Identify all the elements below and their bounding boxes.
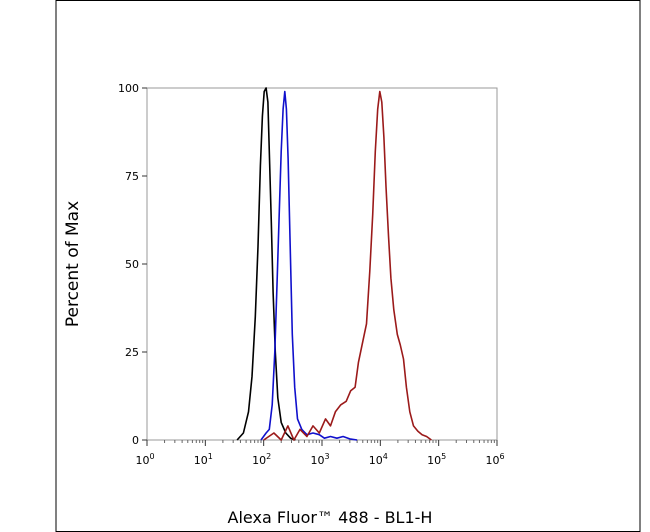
plot-area — [146, 87, 498, 441]
x-axis-ticks: 100 101 102 103 104 105 106 — [135, 440, 505, 467]
minor-tick-marks — [164, 440, 495, 443]
y-tick-label: 100 — [118, 82, 139, 95]
y-tick-label: 0 — [132, 434, 139, 447]
x-axis-label: Alexa Fluor™ 488 - BL1-H — [228, 508, 433, 527]
y-axis-label: Percent of Max — [63, 201, 83, 327]
x-tick-label: 102 — [252, 452, 271, 467]
y-axis-ticks: 0 25 50 75 100 — [118, 82, 147, 447]
series-line-3 — [263, 90, 432, 441]
series-line-1 — [236, 87, 296, 441]
series-layer — [236, 87, 432, 441]
x-tick-label: 104 — [369, 452, 388, 467]
series-line-2 — [260, 90, 358, 441]
y-tick-label: 75 — [125, 170, 139, 183]
x-tick-label: 103 — [310, 452, 329, 467]
x-tick-label: 100 — [135, 452, 154, 467]
x-tick-label: 105 — [427, 452, 446, 467]
x-tick-label: 101 — [194, 452, 213, 467]
y-tick-label: 50 — [125, 258, 139, 271]
y-tick-label: 25 — [125, 346, 139, 359]
x-tick-label: 106 — [485, 452, 504, 467]
